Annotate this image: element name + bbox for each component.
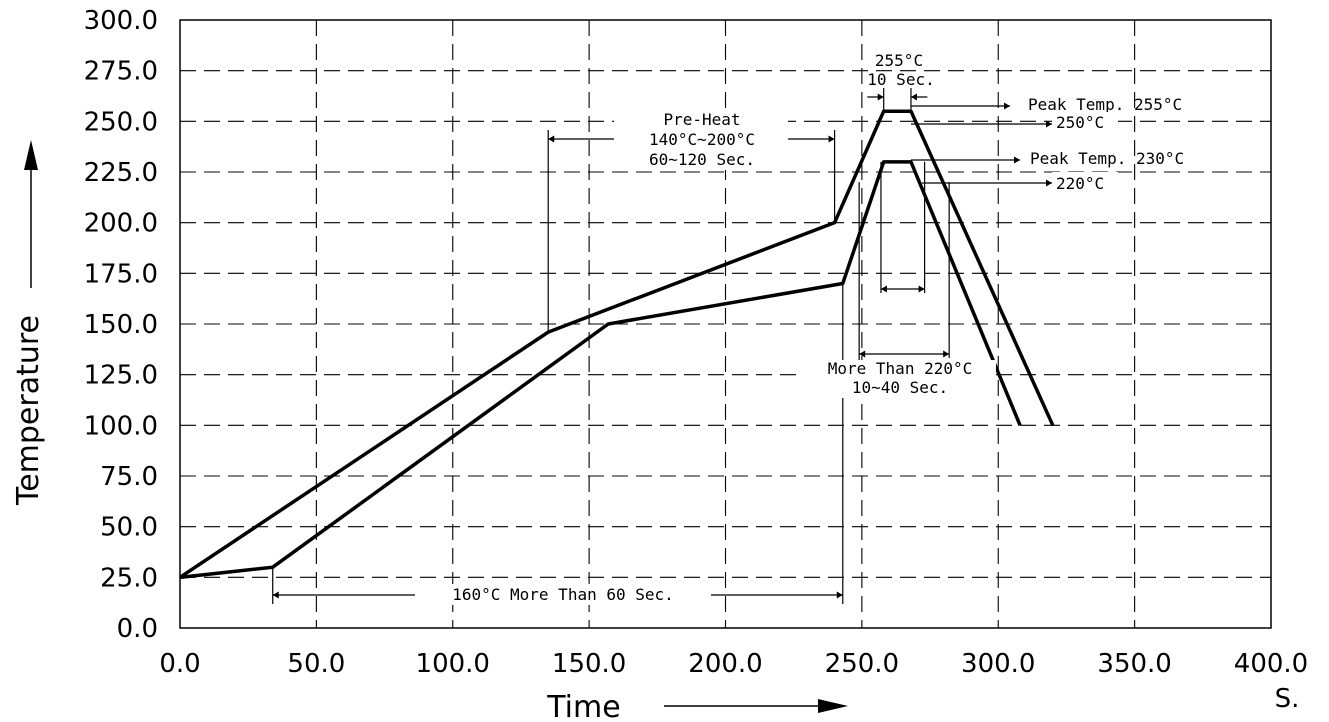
label-10-40-sec: 10~40 Sec. xyxy=(852,378,948,397)
series xyxy=(179,109,1055,580)
y-tick-label: 0.0 xyxy=(117,614,158,644)
y-tick-label: 250.0 xyxy=(84,107,158,137)
label-250-bg xyxy=(1052,112,1118,132)
x-tick-label: 250.0 xyxy=(825,649,899,679)
dim-preheat-arrow-head-right xyxy=(828,135,835,143)
label-more-than-220-bg xyxy=(804,360,996,398)
x-tick-label: 0.0 xyxy=(159,649,200,679)
label-220c: 220°C xyxy=(1056,174,1104,193)
x-tick-label: 200.0 xyxy=(688,649,762,679)
dim-230-arrow-head-left xyxy=(880,285,887,293)
leader-peak-255-head-right xyxy=(1004,102,1010,110)
y-tick-label: 100.0 xyxy=(84,411,158,441)
label-more-than-220: More Than 220°C xyxy=(828,359,973,378)
y-tick-label: 150.0 xyxy=(84,310,158,340)
tick-labels: 0.0 50.0 100.0 150.0 200.0 250.0 300.0 350.0 400… xyxy=(84,6,1309,679)
label-160-bg xyxy=(415,584,711,605)
x-tick-label: 350.0 xyxy=(1097,649,1171,679)
y-tick-label: 50.0 xyxy=(100,513,158,543)
leader-220-head-right xyxy=(1046,179,1052,187)
x-tick-label: 300.0 xyxy=(961,649,1035,679)
y-tick-label: 175.0 xyxy=(84,259,158,289)
label-peak-temp-230: Peak Temp. 230°C xyxy=(1030,149,1184,168)
x-tick-label: 400.0 xyxy=(1234,649,1308,679)
dim-230-arrow-head-right xyxy=(918,285,925,293)
label-preheat: Pre-Heat xyxy=(663,110,740,129)
label-peak-10-sec: 10 Sec. xyxy=(867,70,934,89)
x-tick-label: 150.0 xyxy=(552,649,626,679)
dim-160-arrow-head-left xyxy=(272,591,279,599)
label-preheat-range: 140°C~200°C xyxy=(649,130,755,149)
x-tick-label: 100.0 xyxy=(416,649,490,679)
y-tick-label: 25.0 xyxy=(100,563,158,593)
y-tick-label: 200.0 xyxy=(84,209,158,239)
x-unit-label: S. xyxy=(1275,684,1300,714)
profile-line-1 xyxy=(179,109,1055,579)
label-peak-255c: 255°C xyxy=(875,51,923,70)
y-tick-label: 225.0 xyxy=(84,158,158,188)
label-preheat-bg xyxy=(614,110,788,170)
leader-peak-230-head-right xyxy=(1014,156,1020,164)
label-220-bg xyxy=(1052,172,1118,192)
dim-peak-arrow-left-head-right xyxy=(877,93,884,101)
dim-160-arrow-head-right xyxy=(836,591,843,599)
leader-250-head-right xyxy=(1046,120,1052,128)
dim-peak-arrow-right-head-left xyxy=(910,93,917,101)
y-axis-arrowhead xyxy=(24,140,38,170)
dim-220-arrow-head-left xyxy=(859,350,866,358)
annotations: 160°C More Than 60 Sec. Pre-Heat140°C~200… xyxy=(415,51,1184,605)
y-axis-label: Temperature xyxy=(11,315,46,506)
x-axis-arrowhead xyxy=(818,699,848,713)
x-axis-label: Time xyxy=(546,690,620,722)
y-tick-label: 125.0 xyxy=(84,361,158,391)
dim-preheat-arrow-head-left xyxy=(548,135,555,143)
x-tick-label: 50.0 xyxy=(287,649,345,679)
y-tick-label: 75.0 xyxy=(100,462,158,492)
label-preheat-time: 60~120 Sec. xyxy=(649,150,755,169)
y-tick-label: 300.0 xyxy=(84,6,158,36)
dim-220-arrow-head-right xyxy=(943,350,950,358)
y-tick-label: 275.0 xyxy=(84,57,158,87)
label-peak-temp-255: Peak Temp. 255°C xyxy=(1028,95,1182,114)
label-160-more-than-60-sec: 160°C More Than 60 Sec. xyxy=(452,585,674,604)
grid xyxy=(179,19,1272,629)
label-250c: 250°C xyxy=(1056,113,1104,132)
